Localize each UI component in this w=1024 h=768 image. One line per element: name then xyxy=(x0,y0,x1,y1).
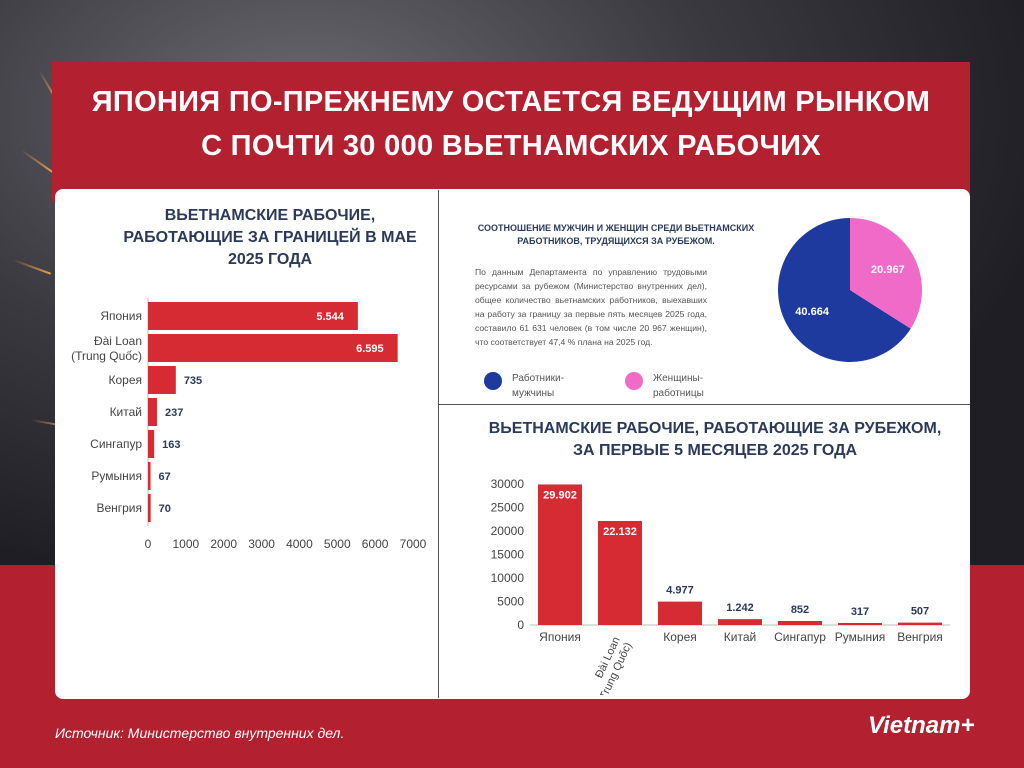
hbar-tick-label: 7000 xyxy=(400,537,427,551)
hbar-bar xyxy=(148,366,176,394)
brand-logo: Vietnam+ xyxy=(868,712,975,739)
hbar-value-label: 70 xyxy=(159,503,171,515)
pie-chart: 40.664 20.967 xyxy=(778,218,922,362)
vbar-tick-label: 25000 xyxy=(491,501,525,515)
hbar-value-label: 163 xyxy=(162,439,180,451)
vbar-tick-label: 20000 xyxy=(491,524,525,538)
vbar-category-label: Сингапур xyxy=(774,630,826,644)
legend-item-female: Женщины-работницы xyxy=(625,371,723,401)
vbar-tick-label: 5000 xyxy=(497,595,524,609)
hbar-bar xyxy=(148,494,151,522)
vbar-value-label: 317 xyxy=(851,606,869,618)
source-note: Источник: Министерство внутренних дел. xyxy=(55,725,345,741)
vbar-category-label: Румыния xyxy=(835,630,886,644)
hbar-value-label: 67 xyxy=(159,471,171,483)
hbar-tick-label: 4000 xyxy=(286,537,313,551)
hbar-category-label: (Trung Quốc) xyxy=(71,349,142,363)
hbar-tick-label: 2000 xyxy=(210,537,237,551)
pie-value-label: 40.664 xyxy=(795,306,830,318)
hbar-category-label: Япония xyxy=(100,309,142,323)
vbar-chart: 0 5000 10000 15000 20000 25000 30000 29.902 Япон… xyxy=(491,477,950,695)
hbar-bar xyxy=(148,398,157,426)
title-line-1: ЯПОНИЯ ПО-ПРЕЖНЕМУ ОСТАЕТСЯ ВЕДУЩИМ РЫНК… xyxy=(91,86,931,118)
hbar-category-label: Венгрия xyxy=(96,501,142,515)
page-title: ЯПОНИЯ ПО-ПРЕЖНЕМУ ОСТАЕТСЯ ВЕДУЩИМ РЫНК… xyxy=(52,80,970,168)
vbar-bar xyxy=(778,620,822,625)
hbar-category-label: Корея xyxy=(108,373,142,387)
vbar-tick-label: 0 xyxy=(517,618,524,632)
hbar-tick-label: 6000 xyxy=(362,537,389,551)
pie-value-label: 20.967 xyxy=(871,264,905,276)
vbar-chart-title: ВЬЕТНАМСКИЕ РАБОЧИЕ, РАБОТАЮЩИЕ ЗА РУБЕЖ… xyxy=(488,420,942,459)
legend-label-male: Работники-мужчины xyxy=(512,373,564,399)
vbar-category-label: Китай xyxy=(724,630,756,644)
vbar-value-label: 507 xyxy=(911,606,929,618)
vbar-value-label: 1.242 xyxy=(726,602,754,614)
title-line-2: С ПОЧТИ 30 000 ВЬЕТНАМСКИХ РАБОЧИХ xyxy=(201,130,821,162)
hbar-bar xyxy=(148,302,358,330)
legend-item-male: Работники-мужчины xyxy=(484,371,582,401)
vbar-category-label: Венгрия xyxy=(897,630,943,644)
pie-slice xyxy=(778,218,911,362)
hbar-value-label: 735 xyxy=(184,375,202,387)
pie-slice xyxy=(850,218,922,329)
vbar-value-label: 4.977 xyxy=(666,585,694,597)
hbar-tick-label: 5000 xyxy=(324,537,351,551)
vbar-category-label: Япония xyxy=(539,630,581,644)
hbar-bar xyxy=(148,462,151,490)
hbar-category-label: Đài Loan xyxy=(94,334,142,348)
vbar-category-label: Đài Loan(Trung Quốc) xyxy=(584,635,634,695)
vbar-bar xyxy=(718,619,762,625)
vbar-tick-label: 15000 xyxy=(491,548,525,562)
hbar-chart: Япония 5.544 Đài Loan(Trung Quốc) 6.595 Коре… xyxy=(71,298,427,551)
vbar-category-label: Корея xyxy=(663,630,697,644)
hbar-category-label: Сингапур xyxy=(90,437,142,451)
vbar-tick-label: 30000 xyxy=(491,477,525,491)
hbar-value-label: 237 xyxy=(165,407,183,419)
vbar-bar xyxy=(538,484,582,625)
vertical-divider xyxy=(438,190,439,698)
horizontal-divider xyxy=(439,404,970,405)
vbar-tick-label: 10000 xyxy=(491,571,525,585)
pie-description: По данным Департамента по управлению тру… xyxy=(475,267,707,347)
hbar-tick-label: 0 xyxy=(145,537,152,551)
header-band xyxy=(52,62,970,202)
hbar-value-label: 6.595 xyxy=(356,343,384,355)
vbar-value-label: 22.132 xyxy=(603,526,637,538)
vbar-bar xyxy=(598,520,642,625)
hbar-tick-label: 1000 xyxy=(173,537,200,551)
legend-swatch-female xyxy=(625,372,643,390)
pie-chart-title: СООТНОШЕНИЕ МУЖЧИН И ЖЕНЩИН СРЕДИ ВЬЕТНА… xyxy=(477,223,755,246)
vbar-bar xyxy=(658,601,702,625)
hbar-tick-label: 3000 xyxy=(248,537,275,551)
vbar-value-label: 29.902 xyxy=(543,489,577,501)
hbar-bar xyxy=(148,334,398,362)
vbar-bar xyxy=(838,623,882,625)
vbar-bar xyxy=(898,622,942,625)
legend-label-female: Женщины-работницы xyxy=(653,373,704,399)
vbar-value-label: 852 xyxy=(791,604,809,616)
hbar-bar xyxy=(148,430,155,458)
legend-swatch-male xyxy=(484,372,502,390)
hbar-category-label: Китай xyxy=(110,405,142,419)
hbar-value-label: 5.544 xyxy=(316,311,344,323)
hbar-chart-title: ВЬЕТНАМСКИЕ РАБОЧИЕ, РАБОТАЮЩИЕ ЗА ГРАНИ… xyxy=(123,207,417,268)
hbar-category-label: Румыния xyxy=(91,469,142,483)
